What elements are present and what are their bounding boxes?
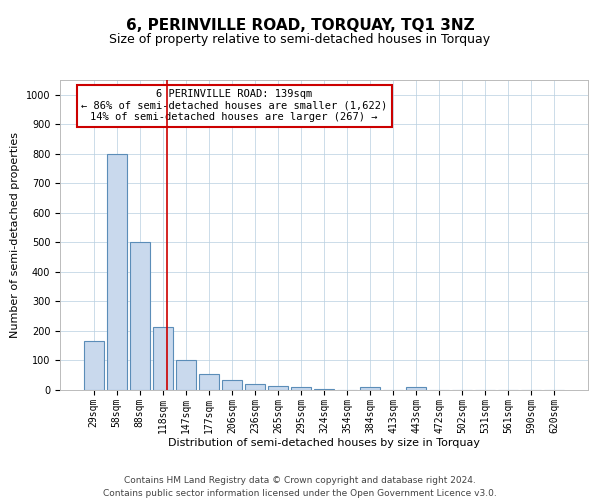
Bar [360, 387, 380, 390]
Bar [245, 384, 265, 390]
Bar [268, 386, 288, 390]
Bar [291, 387, 311, 390]
Text: 6, PERINVILLE ROAD, TORQUAY, TQ1 3NZ: 6, PERINVILLE ROAD, TORQUAY, TQ1 3NZ [125, 18, 475, 32]
Bar [176, 360, 196, 390]
Bar [199, 374, 218, 390]
Text: 6 PERINVILLE ROAD: 139sqm
← 86% of semi-detached houses are smaller (1,622)
14% : 6 PERINVILLE ROAD: 139sqm ← 86% of semi-… [81, 90, 388, 122]
Bar [130, 242, 149, 390]
Bar [107, 154, 127, 390]
X-axis label: Distribution of semi-detached houses by size in Torquay: Distribution of semi-detached houses by … [168, 438, 480, 448]
Bar [406, 387, 426, 390]
Bar [153, 326, 173, 390]
Y-axis label: Number of semi-detached properties: Number of semi-detached properties [10, 132, 20, 338]
Text: Contains HM Land Registry data © Crown copyright and database right 2024.
Contai: Contains HM Land Registry data © Crown c… [103, 476, 497, 498]
Bar [84, 342, 104, 390]
Bar [222, 380, 242, 390]
Text: Size of property relative to semi-detached houses in Torquay: Size of property relative to semi-detach… [109, 32, 491, 46]
Bar [314, 388, 334, 390]
